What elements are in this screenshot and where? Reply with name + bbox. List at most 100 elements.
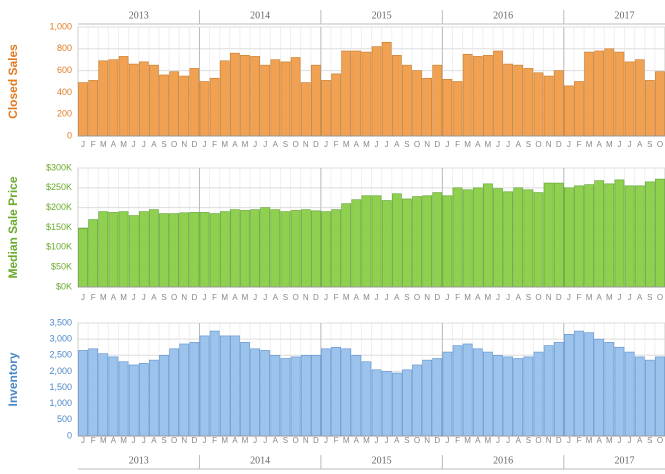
bar <box>149 209 159 288</box>
bar <box>270 59 281 137</box>
x-tick-label: J <box>628 293 632 302</box>
x-tick-label: S <box>161 293 166 302</box>
bar <box>412 70 422 137</box>
x-tick-label: J <box>445 140 449 149</box>
bar <box>300 209 311 288</box>
bar <box>361 361 372 437</box>
x-tick-label: A <box>637 436 643 445</box>
bar <box>563 187 574 288</box>
bar <box>442 351 453 437</box>
bar <box>341 50 352 137</box>
bar <box>523 189 534 288</box>
year-label: 2016 <box>493 455 513 466</box>
x-tick-label: M <box>586 436 593 445</box>
x-tick-label: M <box>120 293 127 302</box>
bar <box>402 198 412 288</box>
bar <box>331 73 341 137</box>
bar <box>553 70 564 137</box>
x-tick-label: A <box>111 436 117 445</box>
bar <box>655 71 665 137</box>
bar <box>644 181 655 288</box>
bar <box>472 56 483 137</box>
bar <box>533 351 544 437</box>
x-tick-label: O <box>292 436 298 445</box>
x-tick-label: M <box>363 436 370 445</box>
bar <box>310 210 321 288</box>
bar <box>351 354 362 437</box>
x-tick-label: A <box>597 140 603 149</box>
x-tick-label: A <box>111 140 117 149</box>
x-tick-label: F <box>91 436 96 445</box>
bar <box>78 350 88 437</box>
year-label: 2014 <box>250 10 270 21</box>
x-tick-label: S <box>283 293 288 302</box>
bar <box>108 59 119 137</box>
bar <box>644 80 655 137</box>
bar <box>483 183 493 288</box>
x-tick-label: O <box>171 140 177 149</box>
year-label: 2015 <box>372 455 392 466</box>
x-tick-label: N <box>546 436 552 445</box>
x-tick-label: S <box>647 140 652 149</box>
bar <box>240 210 250 288</box>
bar <box>493 354 503 437</box>
x-tick-label: J <box>81 436 85 445</box>
bar <box>179 212 190 288</box>
year-label: 2016 <box>493 10 513 21</box>
x-tick-label: J <box>567 140 571 149</box>
bar <box>290 356 301 437</box>
bar <box>189 68 200 137</box>
x-tick-label: F <box>212 436 217 445</box>
bar <box>402 369 412 437</box>
bar <box>553 182 564 288</box>
y-tick-label: $300K <box>46 162 72 172</box>
bar <box>604 342 615 437</box>
x-tick-label: J <box>324 140 328 149</box>
x-tick-label: O <box>414 436 420 445</box>
bar <box>159 213 169 288</box>
bar <box>179 75 190 137</box>
x-tick-label: N <box>181 436 187 445</box>
x-tick-label: J <box>263 293 267 302</box>
x-tick-label: O <box>657 436 663 445</box>
x-tick-label: M <box>100 140 107 149</box>
x-tick-label: M <box>586 293 593 302</box>
bar <box>270 354 281 437</box>
bar <box>108 212 119 288</box>
x-tick-label: O <box>292 140 298 149</box>
bar <box>513 187 524 288</box>
x-tick-label: N <box>424 140 430 149</box>
bar <box>381 371 392 437</box>
x-tick-label: J <box>375 436 379 445</box>
x-tick-label: J <box>253 140 257 149</box>
x-tick-label: J <box>567 293 571 302</box>
bar <box>634 356 645 437</box>
x-tick-label: J <box>324 293 328 302</box>
x-tick-label: J <box>496 293 500 302</box>
bar <box>189 212 200 288</box>
x-tick-label: O <box>171 436 177 445</box>
x-tick-label: M <box>464 436 471 445</box>
axis-title: Inventory <box>6 352 20 406</box>
x-tick-label: J <box>203 293 207 302</box>
x-tick-label: F <box>455 293 460 302</box>
bar <box>523 68 534 137</box>
x-tick-label: N <box>546 293 552 302</box>
x-tick-label: N <box>546 140 552 149</box>
bar <box>462 343 473 437</box>
bar <box>493 188 503 288</box>
bar <box>391 55 402 137</box>
bar <box>483 351 493 437</box>
y-tick-label: 400 <box>57 87 72 97</box>
bar <box>533 72 544 137</box>
bar <box>300 354 311 437</box>
x-tick-label: S <box>161 140 166 149</box>
bar <box>331 346 341 437</box>
x-tick-label: A <box>232 293 238 302</box>
y-tick-label: $0K <box>56 281 72 291</box>
bar <box>655 356 665 437</box>
x-tick-label: D <box>556 293 562 302</box>
x-tick-label: M <box>586 140 593 149</box>
bar <box>523 356 534 437</box>
axis-title: Closed Sales <box>6 44 20 119</box>
